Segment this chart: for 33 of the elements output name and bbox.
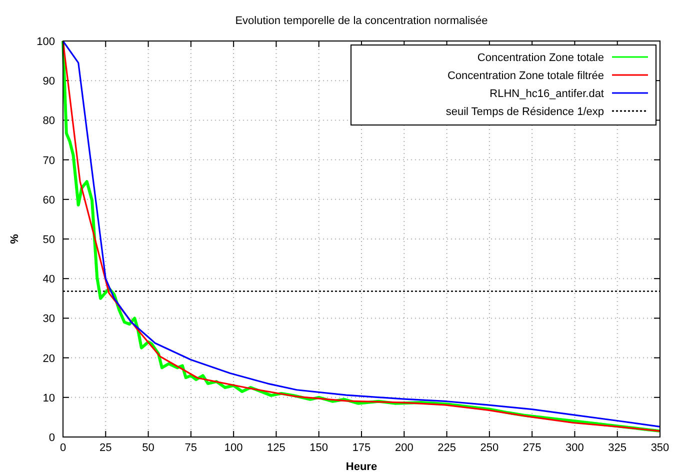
y-tick-label: 40 xyxy=(42,274,55,286)
legend-label: seuil Temps de Résidence 1/exp xyxy=(446,106,604,118)
y-tick-label: 30 xyxy=(42,313,55,326)
y-tick-label: 50 xyxy=(42,234,55,246)
x-axis-title: Heure xyxy=(346,461,378,473)
x-tick-label: 200 xyxy=(394,442,414,454)
y-tick-label: 10 xyxy=(42,392,55,404)
legend-label: Concentration Zone totale filtrée xyxy=(447,70,604,82)
x-tick-label: 350 xyxy=(650,442,670,454)
x-tick-label: 175 xyxy=(352,442,371,454)
x-tick-label: 275 xyxy=(522,442,542,454)
y-tick-label: 100 xyxy=(36,36,55,48)
x-tick-label: 325 xyxy=(608,442,627,454)
x-tick-label: 225 xyxy=(438,442,456,454)
x-tick-label: 250 xyxy=(480,442,499,454)
legend-label: Concentration Zone totale xyxy=(477,52,604,64)
x-tick-label: 150 xyxy=(310,442,328,454)
x-tick-label: 300 xyxy=(566,442,584,454)
x-tick-label: 75 xyxy=(184,442,198,454)
x-tick-label: 25 xyxy=(100,442,112,454)
y-tick-label: 70 xyxy=(42,154,55,167)
y-tick-label: 20 xyxy=(42,352,55,365)
legend-label: RLHN_hc16_antifer.dat xyxy=(490,88,604,100)
y-tick-label: 60 xyxy=(42,194,55,206)
chart-title: Evolution temporelle de la concentration normalisée xyxy=(235,15,488,27)
x-tick-label: 0 xyxy=(60,442,66,454)
x-tick-label: 100 xyxy=(224,442,243,454)
x-tick-label: 125 xyxy=(267,442,286,454)
y-axis-title: % xyxy=(9,234,21,244)
y-tick-label: 90 xyxy=(42,76,55,88)
y-tick-label: 80 xyxy=(42,115,55,128)
x-tick-label: 50 xyxy=(142,442,154,454)
y-tick-label: 0 xyxy=(48,432,55,444)
